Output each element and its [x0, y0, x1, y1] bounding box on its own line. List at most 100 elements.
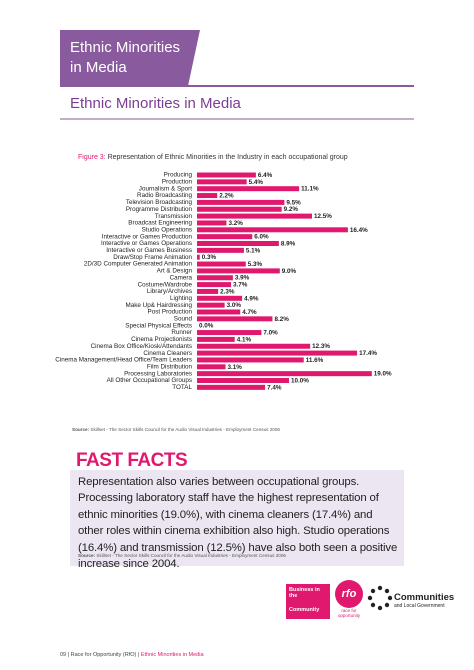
value-label: 9.5% [286, 199, 301, 206]
bar [197, 295, 243, 301]
bar [197, 364, 226, 370]
bar [197, 371, 372, 377]
bar [197, 282, 232, 288]
source-text: Skillset - The Sector Skills Council for… [96, 553, 286, 558]
category-label: Library/Archives [147, 288, 192, 295]
bar [197, 350, 358, 356]
figure-label: Figure 3: [78, 154, 106, 161]
logo-text: rfo [335, 580, 363, 608]
category-label: Producing [164, 172, 193, 179]
fast-facts-text: Representation also varies between occup… [78, 476, 398, 571]
bar [197, 330, 262, 336]
value-label: 2.3% [220, 288, 235, 295]
chart-title: Representation of Ethnic Minorities in t… [107, 154, 348, 161]
category-label: Interactive or Games Business [106, 247, 192, 254]
value-label: 2.2% [219, 193, 234, 200]
category-label: TOTAL [172, 384, 192, 391]
bar [197, 213, 312, 219]
category-label: Radio Broadcasting [137, 192, 192, 199]
footer-section: Ethnic Minorities in Media [140, 652, 204, 658]
bar [197, 309, 241, 315]
category-label: Television Broadcasting [126, 199, 193, 206]
value-label: 6.4% [258, 172, 273, 179]
category-label: Cinema Projectionists [131, 336, 192, 343]
category-label: Post Production [148, 309, 193, 316]
rfo-logo: rfo race for opportunity [332, 580, 366, 618]
value-label: 16.4% [350, 227, 368, 234]
bar [197, 179, 247, 185]
source-label: Source: [72, 427, 90, 432]
category-label: Cinema Box Office/Kiosk/Attendants [91, 343, 192, 350]
clg-logo: Communities and Local Government [394, 592, 454, 609]
logo-text: Community [289, 607, 320, 613]
value-label: 5.1% [246, 247, 261, 254]
bar [197, 378, 289, 383]
value-label: 5.3% [248, 261, 263, 268]
value-label: 0.0% [199, 323, 214, 330]
value-label: 8.2% [274, 316, 289, 323]
bar [197, 234, 253, 240]
page-number: 09 [60, 652, 67, 658]
chart-source: Source: Skillset - The Sector Skills Cou… [72, 427, 280, 432]
value-label: 19.0% [374, 371, 392, 378]
logo-text: Communities [394, 592, 455, 603]
bitc-logo: Business in the Community [286, 584, 330, 619]
category-label: Studio Operations [142, 226, 192, 233]
footer: 09 | Race for Opportunity (RfO) | Ethnic… [60, 652, 204, 658]
category-label: Special Physical Effects [125, 322, 192, 329]
bar [197, 268, 280, 274]
logo-text: Business in the [289, 587, 320, 599]
bar [197, 357, 304, 363]
category-label: Interactive or Games Operations [101, 240, 192, 247]
bar [197, 275, 233, 281]
footer-report: Race for Opportunity (RfO) [70, 652, 137, 658]
fast-facts-title: FAST FACTS [76, 450, 188, 471]
category-label: Cinema Management/Head Office/Team Leade… [55, 357, 192, 364]
value-label: 5.4% [249, 179, 264, 186]
source-label: Source: [78, 553, 96, 558]
value-label: 7.4% [267, 384, 282, 391]
value-label: 3.2% [228, 220, 243, 227]
category-label: Cinema Cleaners [143, 350, 192, 357]
bar [197, 206, 282, 212]
category-label: Processing Laboratories [124, 370, 192, 377]
category-label: Art & Design [157, 268, 193, 275]
category-label: Transmission [155, 213, 193, 220]
category-label: Runner [171, 329, 192, 336]
value-label: 12.5% [314, 213, 332, 220]
value-label: 4.1% [237, 336, 252, 343]
value-label: 11.1% [301, 186, 319, 193]
logo-text: and Local Government [394, 603, 445, 609]
source-text: Skillset - The Sector Skills Council for… [90, 427, 280, 432]
bar [197, 302, 225, 308]
chart: Producing 6.4% Production 5.4% Journalism & … [55, 172, 392, 392]
bar [197, 384, 266, 390]
bar [197, 227, 348, 233]
category-label: Costume/Wardrobe [138, 281, 193, 288]
banner-box [60, 30, 200, 86]
category-label: Draw/Stop Frame Animation [113, 254, 192, 261]
value-label: 7.0% [263, 330, 278, 337]
value-label: 4.7% [242, 309, 257, 316]
value-label: 3.7% [233, 282, 248, 289]
logo-text: race for [341, 608, 357, 613]
value-label: 11.6% [306, 357, 324, 364]
banner-line: in Media [70, 59, 127, 76]
category-label: Journalism & Sport [139, 185, 192, 192]
bar [197, 193, 218, 199]
value-label: 12.3% [312, 343, 330, 350]
category-label: Broadcast Engineering [128, 220, 192, 227]
bar [197, 316, 273, 322]
clg-mark [367, 585, 393, 611]
bar [197, 247, 244, 253]
value-label: 17.4% [359, 350, 377, 357]
category-label: All Other Occupational Groups [107, 377, 192, 384]
bar [197, 288, 219, 294]
value-label: 3.0% [227, 302, 242, 309]
value-label: 10.0% [291, 377, 309, 384]
bar [197, 343, 311, 349]
category-label: Production [162, 179, 193, 186]
value-label: 9.2% [284, 206, 299, 213]
bar [197, 199, 285, 205]
fast-facts-source: Source: Skillset - The Sector Skills Cou… [78, 553, 286, 558]
